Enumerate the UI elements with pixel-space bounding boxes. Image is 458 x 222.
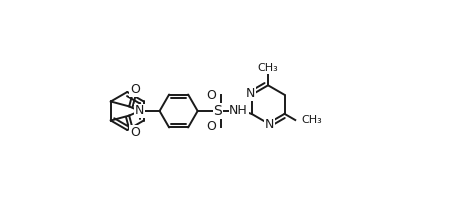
Text: S: S <box>213 104 222 118</box>
Text: O: O <box>130 83 140 96</box>
Text: O: O <box>130 126 140 139</box>
Text: O: O <box>206 120 216 133</box>
Text: N: N <box>135 105 144 117</box>
Text: NH: NH <box>229 105 248 117</box>
Text: N: N <box>245 87 255 100</box>
Text: CH₃: CH₃ <box>301 115 322 125</box>
Text: CH₃: CH₃ <box>258 63 278 73</box>
Text: N: N <box>265 118 274 131</box>
Text: O: O <box>206 89 216 102</box>
